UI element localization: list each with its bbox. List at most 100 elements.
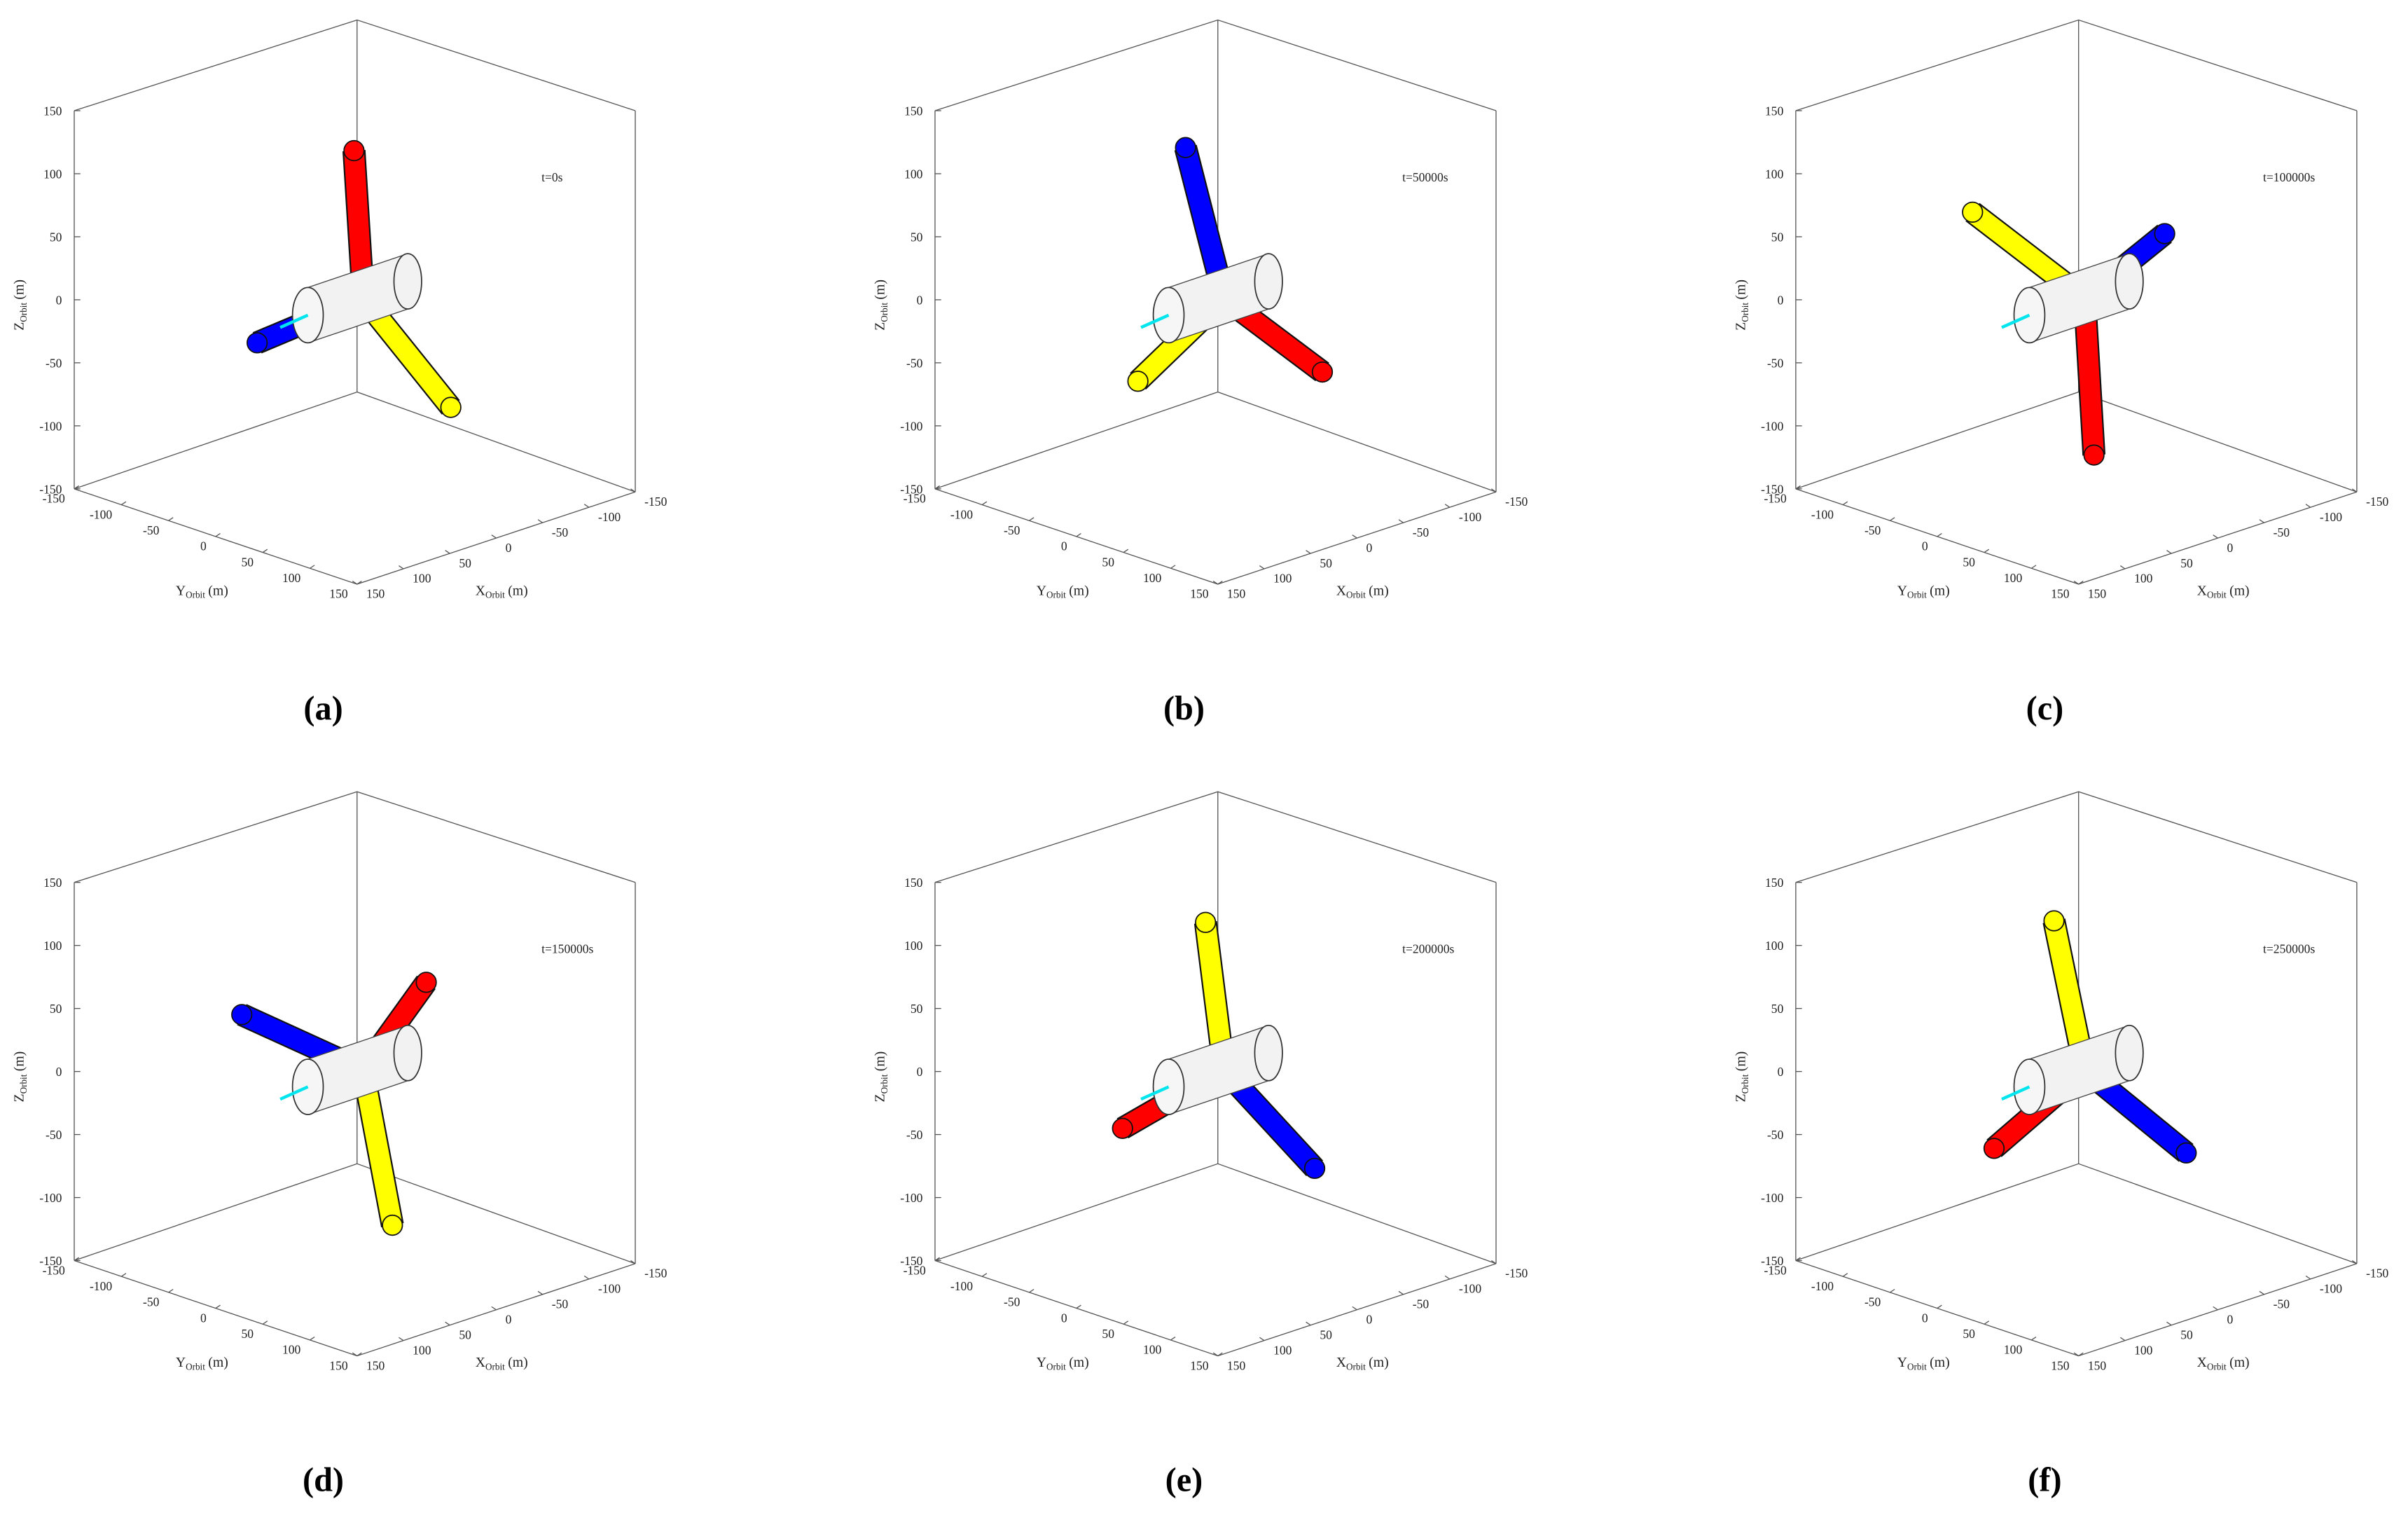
x-tick-label: -100 [1459,1282,1481,1296]
axis-label-main: X [2197,1355,2207,1370]
axis-label-sub: Orbit [1740,1074,1750,1093]
x-tick-label: 100 [413,1343,431,1357]
x-tick-label: -150 [644,495,667,509]
y-tick [310,565,315,569]
body-edge [2029,253,2130,289]
arm-end [231,1004,253,1026]
x-tick [2166,550,2172,554]
x-tick [2259,1290,2264,1295]
x-tick [2213,1306,2218,1311]
x-tick [1259,1337,1265,1341]
y-tick-label: 100 [1143,571,1162,585]
body-edge [1168,1080,1269,1115]
x-tick-label: 150 [366,587,385,601]
y-tick-label: 0 [200,539,207,553]
body-edge [307,253,408,289]
y-tick-label: 100 [282,571,301,585]
axis-label-unit: (m) [2229,583,2250,598]
z-tick-label: 150 [43,104,62,118]
axis-label-main: Z [12,322,27,331]
y-tick-label: -50 [1004,523,1020,537]
body [1168,254,1269,343]
axis-label-unit: (m) [1069,1355,1089,1370]
z-axis-label: ZOrbit (m) [873,280,890,331]
z-tick-label: -50 [46,1128,62,1142]
y-tick [215,532,221,537]
body-end [2115,253,2144,310]
body-end [2115,1024,2144,1082]
axis-label-sub: Orbit [18,303,29,322]
x-tick [2213,534,2218,539]
x-tick [491,534,497,539]
y-tick-label: 150 [329,587,348,601]
z-tick-label: 100 [1765,167,1784,181]
z-tick-label: 100 [904,939,923,953]
x-tick [2305,504,2311,508]
x-tick [352,1352,358,1357]
arm-end [1311,361,1334,383]
axis-label-unit: (m) [1069,583,1089,598]
axis-label-main: X [1336,583,1346,598]
body [2029,1025,2130,1115]
x-tick-label: -150 [644,1267,667,1281]
axis-label-unit: (m) [1930,583,1950,598]
arm-end [1962,201,1984,223]
axis-label-sub: Orbit [1346,590,1366,600]
body-edge [307,308,408,344]
x-tick-label: -50 [2274,525,2290,539]
body [307,1025,408,1115]
z-tick-label: -100 [39,419,62,433]
z-tick-label: 50 [1771,230,1784,244]
y-tick [934,485,940,490]
x-axis-label: XOrbit (m) [2197,1355,2250,1372]
z-tick-label: 150 [1765,876,1784,890]
y-tick [1029,517,1035,521]
x-tick [2119,1337,2126,1341]
body-edge [2029,308,2130,344]
arm-end [2175,1142,2197,1164]
z-tick-label: 150 [1765,104,1784,118]
x-tick-label: 150 [1227,1358,1246,1372]
x-tick-label: -100 [1459,510,1481,524]
axis-label-unit: (m) [508,583,528,598]
y-tick-label: 100 [2004,1343,2023,1357]
z-tick-label: 150 [43,876,62,890]
x-tick-label: 50 [1320,1327,1332,1341]
x-tick-label: -100 [2320,1282,2342,1296]
axis-label-sub: Orbit [1046,1361,1066,1372]
y-tick-label: 50 [1963,1327,1975,1341]
y-tick [1842,501,1848,506]
body-end [1254,1024,1283,1082]
arm-end [1175,137,1196,158]
x-tick [630,1260,636,1264]
z-tick-label: 100 [1765,939,1784,953]
x-tick [537,519,543,523]
y-tick [1029,1288,1035,1293]
axis-label-sub: Orbit [1907,1361,1927,1372]
axis-label-main: Y [176,583,186,598]
x-tick [1352,1306,1357,1311]
y-tick [934,1257,940,1262]
z-tick-label: 0 [1778,294,1784,308]
arm-end [440,396,462,418]
z-tick-label: 150 [904,104,923,118]
y-axis-label: YOrbit (m) [1897,583,1950,600]
y-tick [1076,532,1081,537]
arm-end [1127,371,1149,392]
y-tick-label: 50 [241,1327,254,1341]
y-tick-label: -100 [950,507,973,521]
x-tick-label: 150 [1227,587,1246,601]
y-tick-label: 150 [1190,1358,1209,1372]
caption: (d) [303,1462,344,1499]
axis-label-sub: Orbit [1740,303,1750,322]
y-tick-label: 0 [1922,539,1928,553]
y-axis-label: YOrbit (m) [176,1355,228,1372]
z-tick-label: -150 [900,482,922,496]
x-tick-label: 50 [2180,1327,2193,1341]
y-tick [168,1288,174,1293]
axis-label-unit: (m) [12,280,27,300]
x-tick [2305,1275,2311,1280]
x-tick [2351,488,2358,492]
